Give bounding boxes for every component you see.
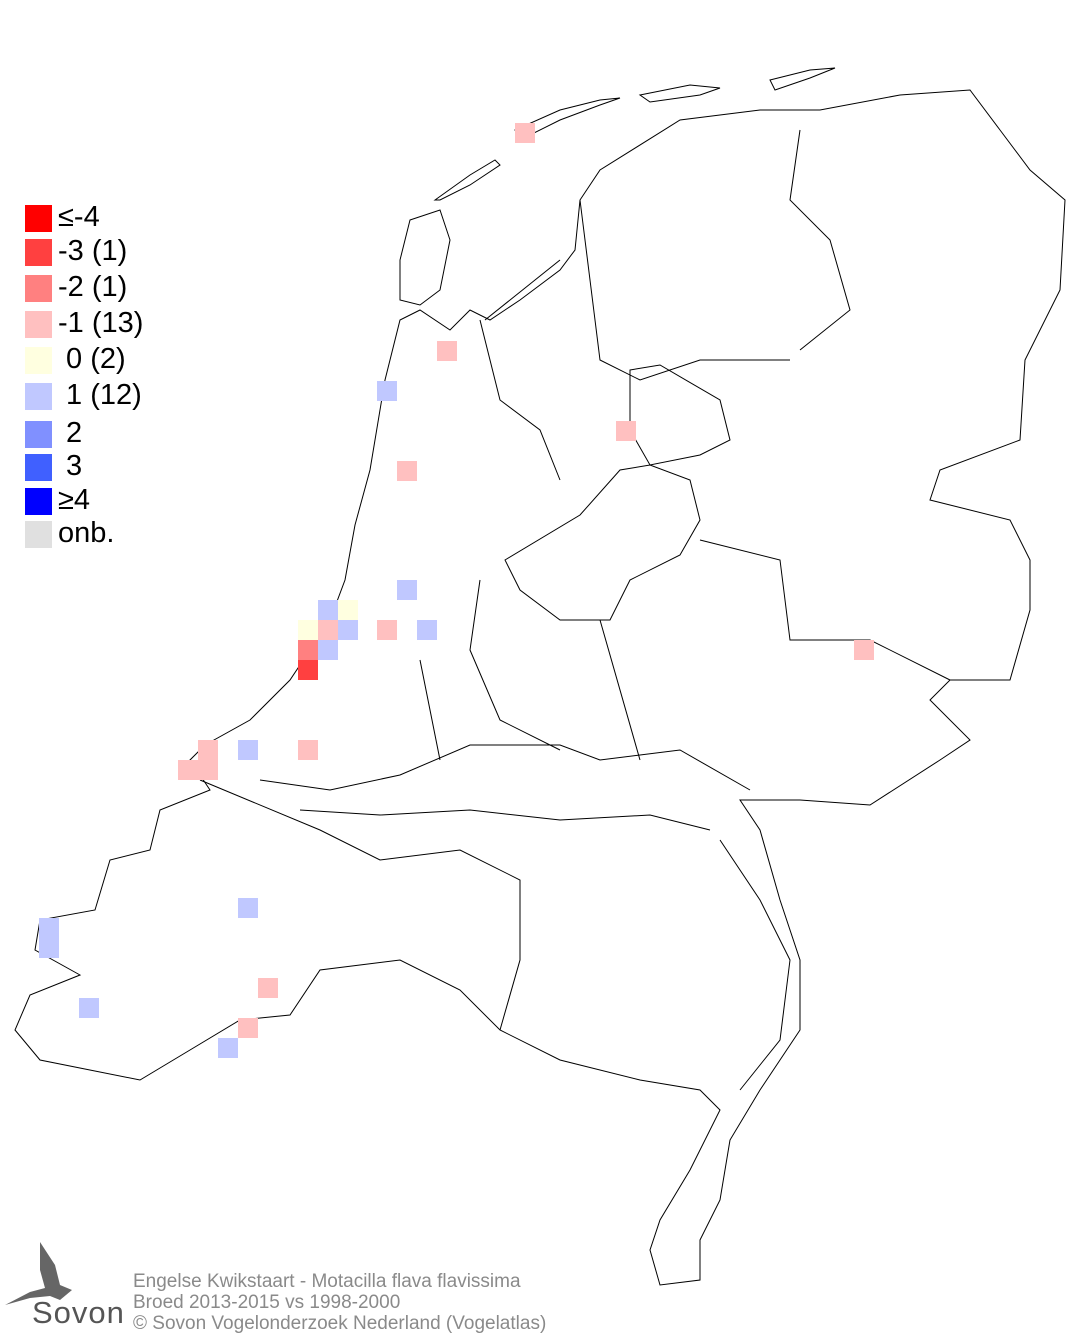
grid-cell [318,620,338,640]
legend-swatch [25,488,52,515]
grid-cell [854,640,874,660]
grid-cell [377,620,397,640]
grid-cell [616,421,636,441]
grid-cell [218,1038,238,1058]
vlieland-island [433,159,501,201]
legend-swatch [25,454,52,481]
texel-island [399,209,451,306]
legend-label: ≤-4 [58,201,100,233]
grid-cell [338,620,358,640]
legend-swatch [25,275,52,302]
grid-cell [178,760,198,780]
grid-cells [39,123,874,1058]
grid-cell [298,660,318,680]
rivers [259,579,791,1091]
grid-cell [298,620,318,640]
mainland-outline [14,89,1066,1286]
legend-label: onb. [58,517,115,549]
grid-cell [397,461,417,481]
legend-label: -1 (13) [58,307,144,339]
grid-cell [397,580,417,600]
species-title: Engelse Kwikstaart - Motacilla flava fla… [133,1271,521,1292]
grid-cell [417,620,437,640]
schiermonnikoog-island [769,67,836,91]
grid-cell [338,600,358,620]
grid-cell [437,341,457,361]
flevoland [504,464,701,621]
ameland-island [638,84,721,103]
legend-swatch [25,383,52,410]
legend-swatch [25,421,52,448]
legend-label: 1 (12) [58,379,142,411]
grid-cell [79,998,99,1018]
legend-swatch [25,347,52,374]
legend-swatch [25,521,52,548]
legend-swatch [25,311,52,338]
grid-cell [198,760,218,780]
legend-swatch [25,205,52,232]
legend-label: 3 [58,450,83,482]
grid-cell [238,740,258,760]
sovon-logo-text: Sovon [32,1295,125,1330]
grid-cell [298,740,318,760]
grid-cell [377,381,397,401]
map-outline [14,67,1066,1286]
grid-cell [318,640,338,660]
swallow-logo-icon [5,1242,72,1305]
map-caption: Engelse Kwikstaart - Motacilla flava fla… [133,1271,546,1334]
copyright-notice: © Sovon Vogelonderzoek Nederland (Vogela… [133,1313,547,1334]
noordoostpolder [629,364,731,466]
sovon-logo [5,1242,72,1305]
legend-label: -3 (1) [58,235,128,267]
grid-cell [258,978,278,998]
legend-swatch [25,239,52,266]
province-borders [199,129,951,1031]
legend-label: 0 (2) [58,343,126,375]
legend-label: ≥4 [58,484,91,516]
grid-cell [515,123,535,143]
grid-cell [238,1018,258,1038]
grid-cell [298,640,318,660]
grid-cell [318,600,338,620]
grid-cell [198,740,218,760]
grid-cell [39,938,59,958]
legend-label: -2 (1) [58,271,128,303]
period-subtitle: Broed 2013-2015 vs 1998-2000 [133,1292,401,1313]
grid-cell [238,898,258,918]
ijsselmeer-dike [484,259,561,321]
legend-label: 2 [58,417,83,449]
grid-cell [39,918,59,938]
